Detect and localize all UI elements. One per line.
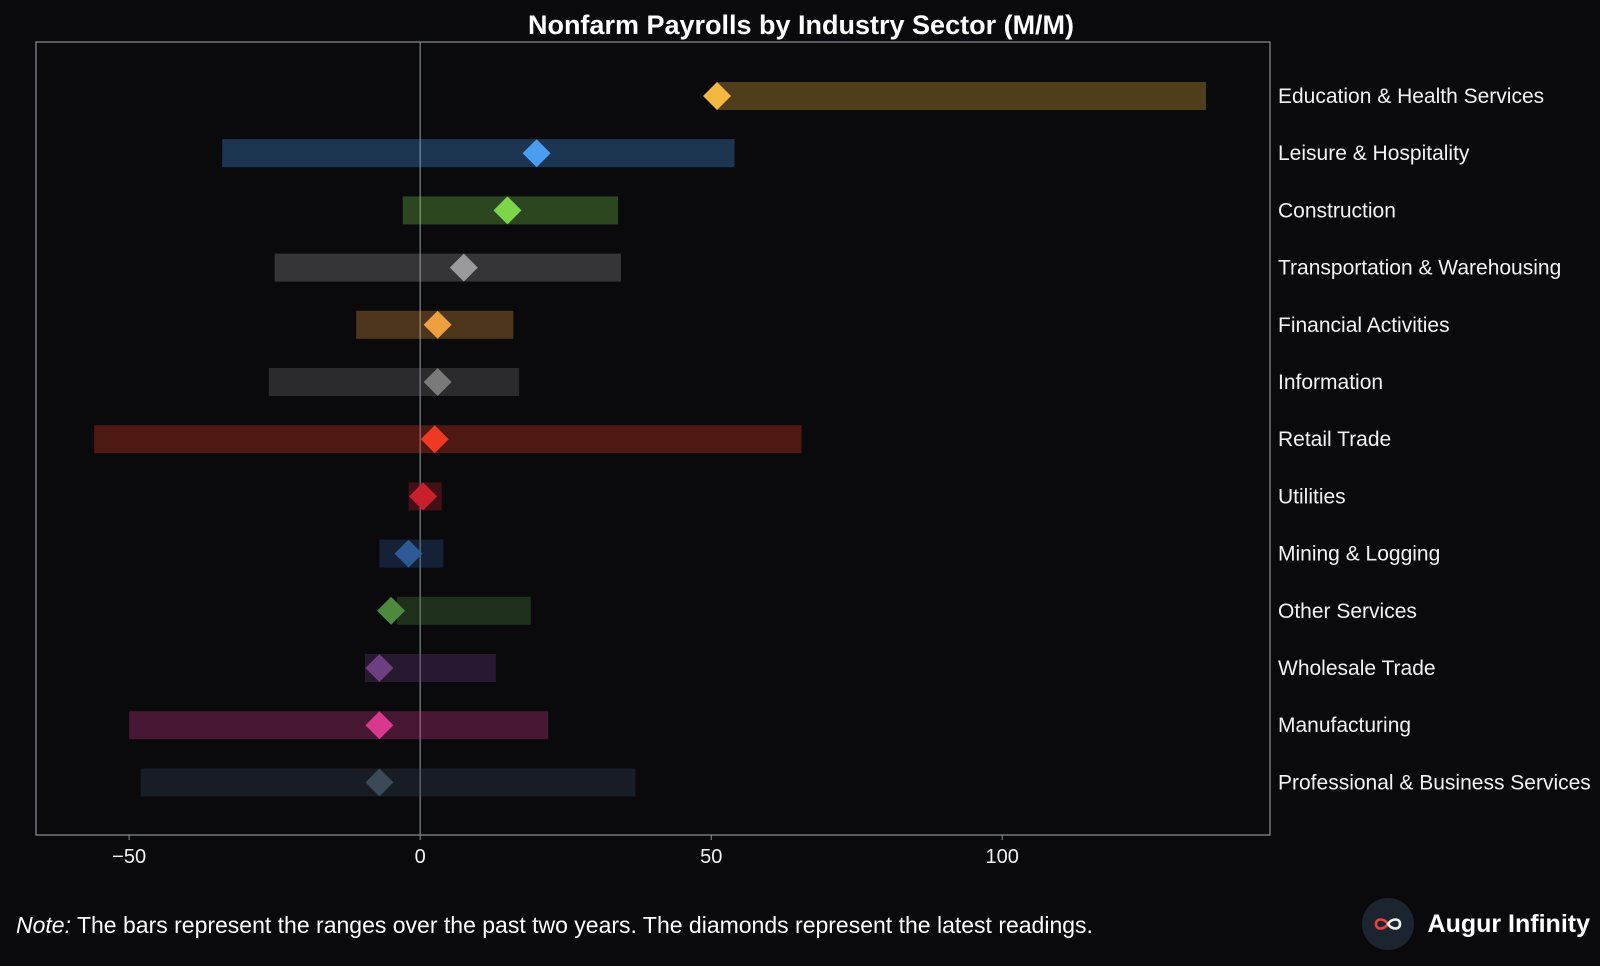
x-tick-label: −50	[112, 846, 146, 868]
category-label: Professional & Business Services	[1278, 771, 1591, 794]
infinity-logo-icon	[1361, 898, 1414, 950]
category-label: Leisure & Hospitality	[1278, 142, 1470, 165]
latest-diamond	[493, 196, 522, 225]
category-label: Wholesale Trade	[1278, 657, 1436, 680]
latest-diamond	[365, 711, 394, 740]
latest-diamond	[394, 539, 423, 568]
latest-diamond	[377, 596, 406, 625]
latest-diamond	[365, 768, 394, 797]
brand: Augur Infinity	[1361, 898, 1590, 950]
x-tick-label: 50	[700, 846, 722, 868]
latest-diamond	[409, 482, 438, 511]
range-bar	[222, 139, 735, 168]
latest-diamond	[420, 425, 449, 454]
category-label: Utilities	[1278, 485, 1346, 508]
range-bar	[717, 82, 1206, 110]
note-text: The bars represent the ranges over the p…	[70, 912, 1093, 938]
range-bars	[94, 82, 1206, 797]
category-label: Retail Trade	[1278, 428, 1391, 451]
category-label: Other Services	[1278, 600, 1417, 623]
category-label: Financial Activities	[1278, 314, 1450, 337]
range-bar	[396, 596, 531, 625]
plot-frame	[35, 41, 1271, 836]
category-label: Education & Health Services	[1278, 85, 1544, 108]
category-labels: Education & Health Services Leisure & Hos…	[1278, 85, 1591, 794]
latest-diamond	[365, 654, 394, 682]
range-bar	[268, 368, 520, 396]
category-label: Manufacturing	[1278, 714, 1411, 737]
footer-note: Note: The bars represent the ranges over…	[16, 912, 1093, 939]
chart-title: Nonfarm Payrolls by Industry Sector (M/M…	[528, 10, 1074, 40]
latest-diamond	[423, 310, 452, 339]
category-label: Information	[1278, 371, 1383, 394]
x-tick-label: 100	[986, 846, 1019, 868]
latest-diamond	[423, 368, 452, 396]
x-tick-label: 0	[415, 846, 426, 868]
category-label: Mining & Logging	[1278, 543, 1440, 566]
note-prefix: Note:	[16, 912, 71, 938]
range-bar	[129, 711, 549, 740]
range-bar	[274, 253, 621, 282]
latest-diamond	[449, 253, 478, 282]
latest-diamond	[522, 139, 551, 168]
brand-name: Augur Infinity	[1427, 909, 1590, 938]
x-axis-ticks: −50 0 50 100	[112, 835, 1019, 868]
latest-diamonds	[365, 82, 732, 797]
category-label: Construction	[1278, 199, 1396, 222]
category-label: Transportation & Warehousing	[1278, 257, 1561, 280]
latest-diamond	[703, 82, 732, 110]
